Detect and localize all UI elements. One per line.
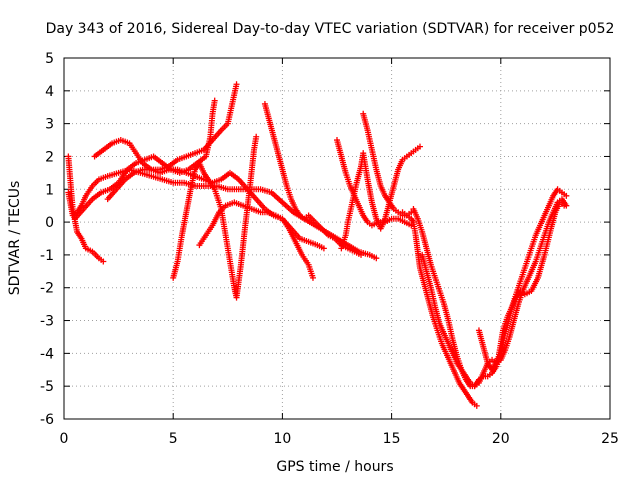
y-tick-label: -3 [40, 314, 54, 330]
chart-title: Day 343 of 2016, Sidereal Day-to-day VTE… [46, 21, 615, 37]
y-tick-label: -6 [40, 412, 54, 428]
y-tick-label: 3 [45, 117, 54, 133]
y-tick-label: -5 [40, 379, 54, 395]
grid-lines [64, 58, 610, 419]
series-track-12 [399, 209, 480, 409]
y-tick-label: 2 [45, 149, 54, 165]
x-tick-label: 15 [383, 431, 401, 447]
axis-ticks [63, 57, 611, 420]
series-track-3 [91, 81, 240, 173]
y-tick-label: 0 [45, 215, 54, 231]
x-tick-label: 25 [601, 431, 619, 447]
series-track-15 [475, 199, 568, 373]
data-point [309, 274, 316, 281]
y-axis-label: SDTVAR / TECUs [7, 181, 23, 296]
data-point [211, 97, 218, 104]
series-track-11 [338, 143, 423, 252]
x-tick-label: 10 [273, 431, 291, 447]
y-tick-labels: -6 -5 -4 -3 -2 -1 0 1 2 3 4 5 [40, 51, 54, 428]
data-point [408, 209, 415, 216]
data-point [233, 81, 240, 88]
y-tick-label: 1 [45, 182, 54, 198]
x-tick-label: 20 [492, 431, 510, 447]
data-point [561, 202, 568, 209]
x-tick-label: 5 [169, 431, 178, 447]
y-tick-label: -4 [40, 346, 54, 362]
data-point [563, 192, 570, 199]
data-point [253, 133, 260, 140]
x-tick-labels: 0 5 10 15 20 25 [60, 431, 619, 447]
series-track-10 [360, 110, 415, 219]
y-tick-label: -1 [40, 248, 54, 264]
y-tick-label: 5 [45, 51, 54, 67]
data-point [416, 143, 423, 150]
x-tick-label: 0 [60, 431, 69, 447]
y-tick-label: -2 [40, 281, 54, 297]
plot-frame [63, 57, 611, 420]
data-point [320, 245, 327, 252]
data-point [358, 251, 365, 258]
series-track-4 [71, 97, 218, 222]
x-axis-label: GPS time / hours [276, 459, 393, 475]
data-points [65, 81, 570, 409]
series-track-7 [196, 199, 316, 281]
series-track-8 [261, 100, 365, 258]
data-point [373, 255, 380, 262]
y-tick-label: 4 [45, 84, 54, 100]
data-point [100, 258, 107, 265]
data-point [473, 402, 480, 409]
